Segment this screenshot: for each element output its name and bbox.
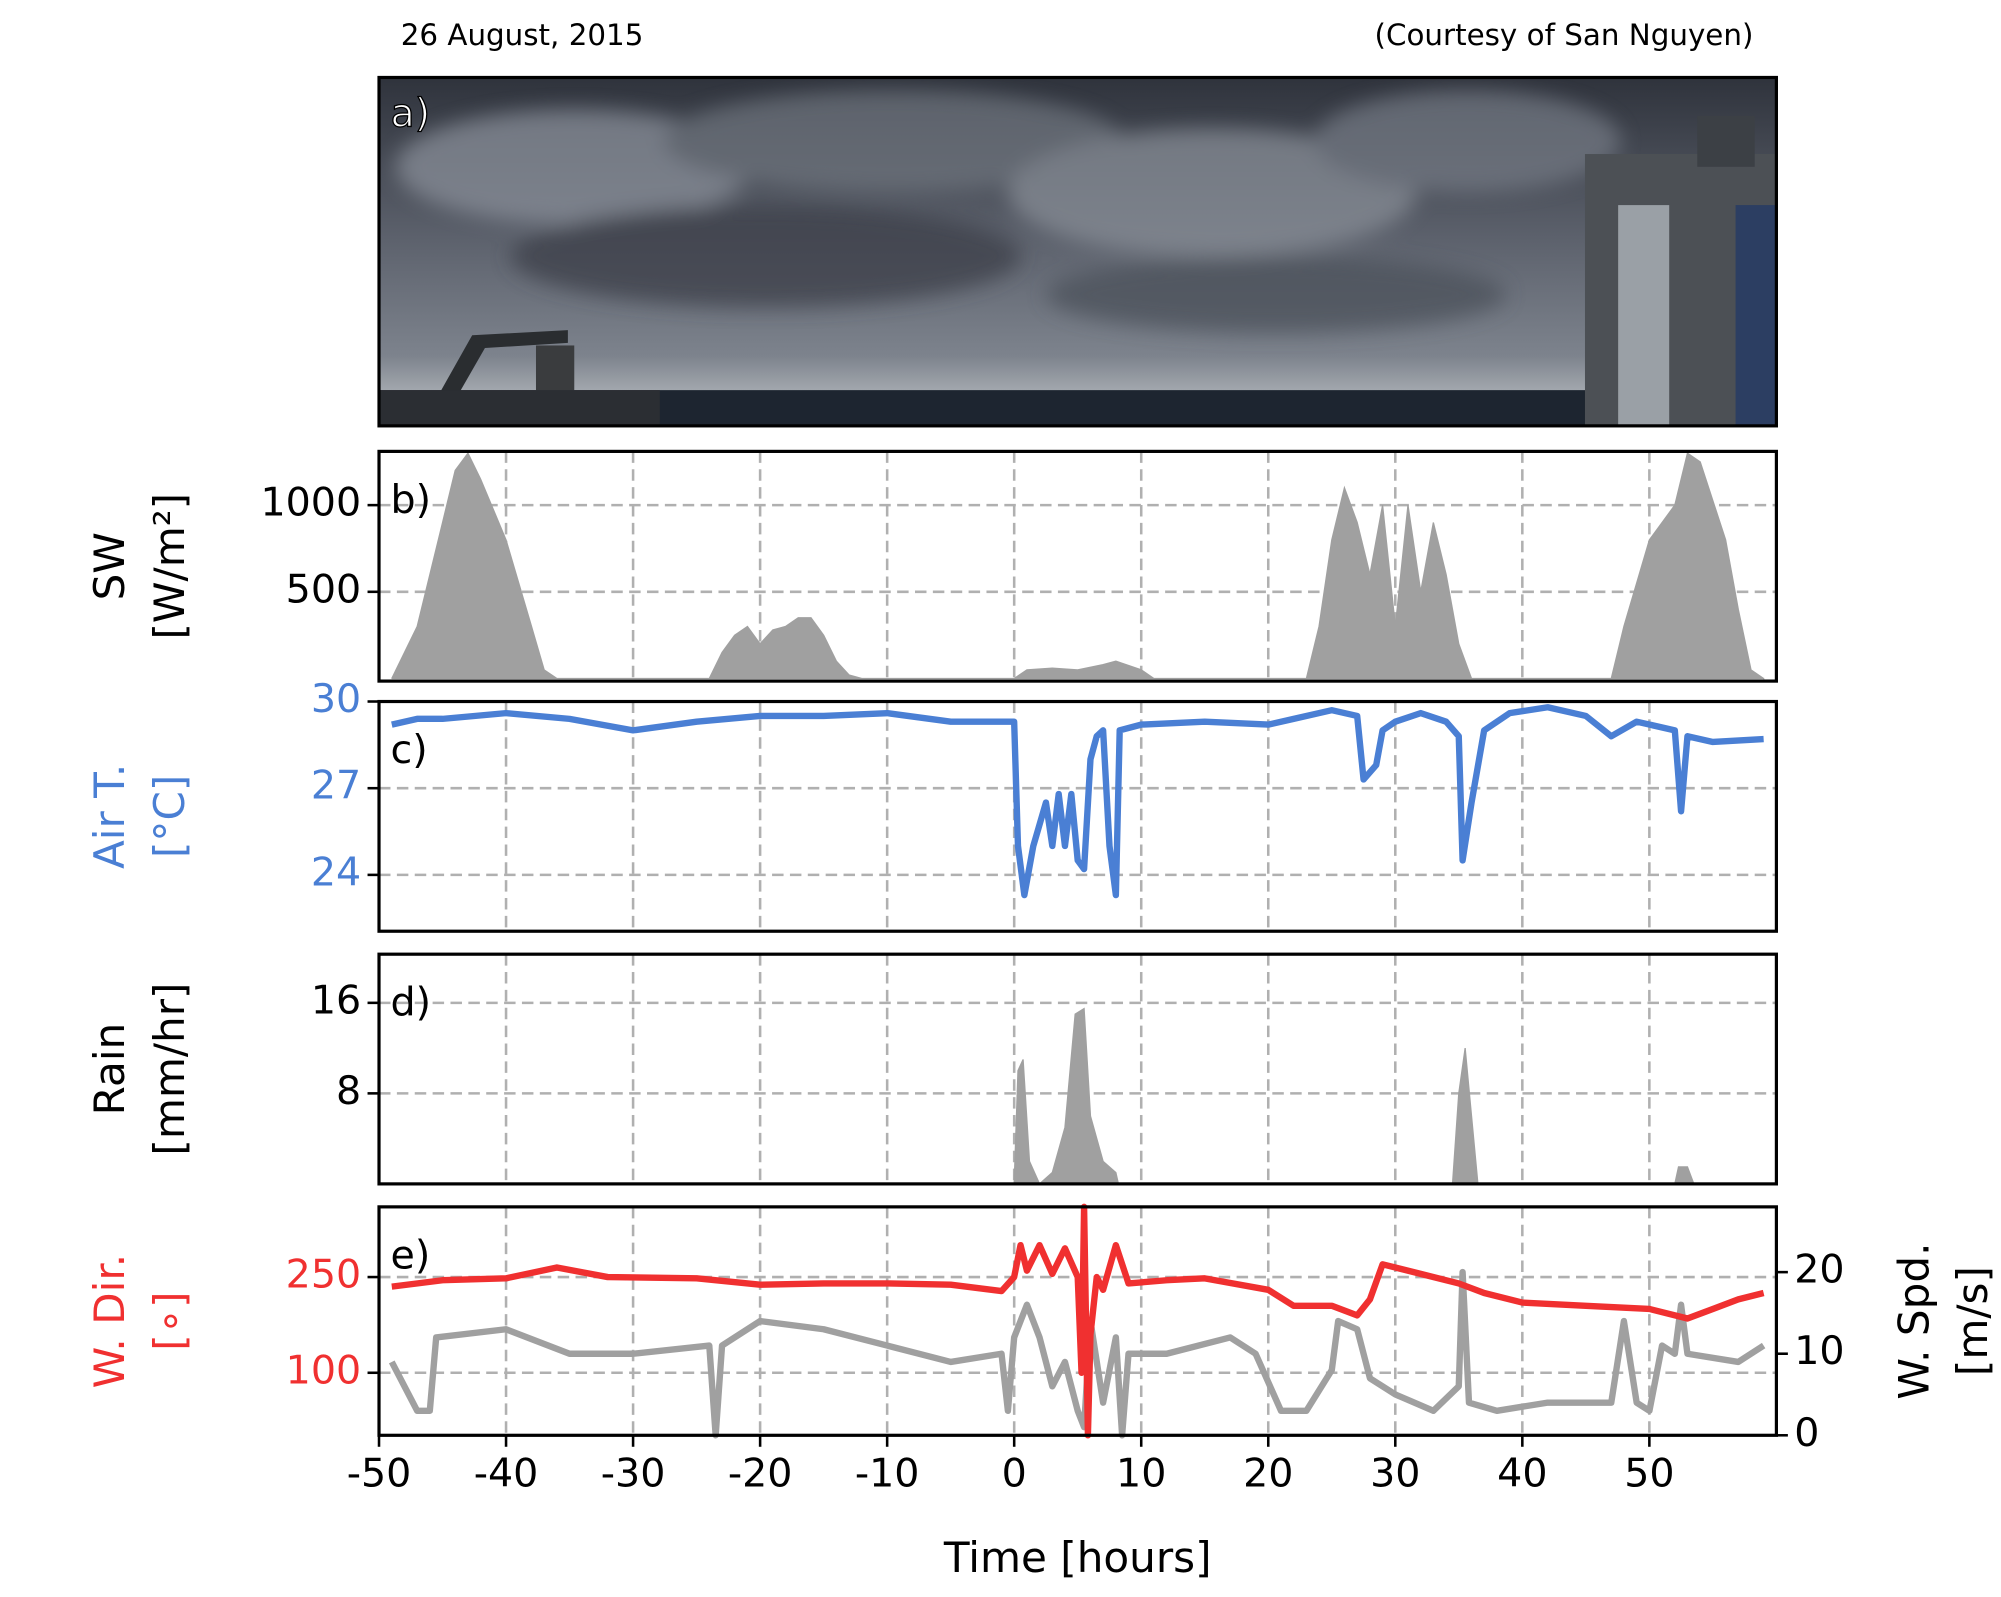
x-tick-label: 20	[1243, 1451, 1293, 1497]
y-axis-label: [°C]	[145, 775, 194, 858]
area	[392, 453, 1764, 678]
y2-tick-label: 0	[1794, 1410, 1819, 1456]
y-tick-label: 30	[311, 676, 361, 722]
photo	[379, 77, 1776, 425]
x-tick-label: -10	[855, 1451, 920, 1497]
x-tick-label: 40	[1497, 1451, 1547, 1497]
y-tick-label: 1000	[260, 480, 361, 526]
y-axis-label: Air T.	[85, 764, 134, 869]
x-tick-label: 30	[1370, 1451, 1420, 1497]
x-tick-label: -20	[728, 1451, 793, 1497]
x-tick-label: -50	[347, 1451, 412, 1497]
y-axis-label: [mm/hr]	[145, 982, 194, 1155]
area	[392, 1009, 1764, 1184]
y2-tick-label: 20	[1794, 1247, 1844, 1293]
figure: 26 August, 2015 (Courtesy of San Nguyen)…	[0, 0, 2001, 1597]
x-tick-label: -40	[474, 1451, 539, 1497]
y-tick-label: 27	[311, 763, 361, 809]
y-tick-label: 500	[286, 566, 361, 612]
y2-tick-label: 10	[1794, 1328, 1844, 1374]
panel-label: e)	[391, 1232, 431, 1278]
photo-label: a)	[391, 90, 431, 136]
axes-frame	[379, 451, 1776, 681]
y-axis-label: W. Dir.	[85, 1254, 134, 1389]
y2-axis-label: [m/s]	[1948, 1266, 1997, 1376]
y-tick-label: 250	[286, 1252, 361, 1298]
x-tick-label: 0	[1002, 1451, 1027, 1497]
y-tick-label: 8	[336, 1068, 361, 1114]
y-tick-label: 100	[286, 1347, 361, 1393]
x-tick-label: -30	[601, 1451, 666, 1497]
credit-text: (Courtesy of San Nguyen)	[1375, 18, 1754, 52]
y-tick-label: 24	[311, 849, 361, 895]
x-axis-label: Time [hours]	[943, 1533, 1212, 1582]
y-axis-label: Rain	[85, 1023, 134, 1116]
y-tick-label: 16	[311, 977, 361, 1023]
panel-label: b)	[391, 477, 432, 523]
y2-axis-label: W. Spd.	[1889, 1243, 1938, 1400]
x-tick-label: 10	[1116, 1451, 1166, 1497]
line	[392, 707, 1764, 895]
panel-label: c)	[391, 727, 428, 773]
axes-frame	[379, 702, 1776, 932]
y-axis-label: [∘]	[145, 1291, 194, 1350]
y-axis-label: [W/m²]	[145, 493, 194, 640]
y-axis-label: SW	[85, 532, 134, 600]
date-text: 26 August, 2015	[401, 18, 644, 52]
panel-label: d)	[391, 980, 432, 1026]
x-tick-label: 50	[1624, 1451, 1674, 1497]
